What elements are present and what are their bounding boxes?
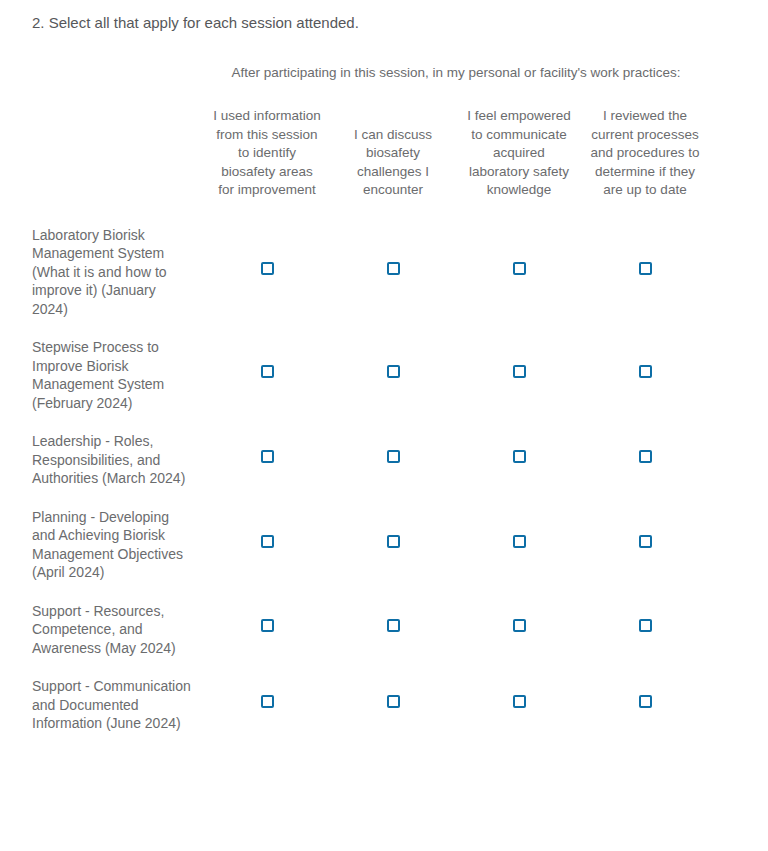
checkbox-r6-c3[interactable] <box>513 695 526 708</box>
row-label-1: Laboratory Biorisk Management System (Wh… <box>32 226 204 339</box>
checkbox-r6-c4[interactable] <box>639 695 652 708</box>
table-row: Stepwise Process to Improve Biorisk Mana… <box>32 338 708 432</box>
question-title: 2. Select all that apply for each sessio… <box>32 13 736 33</box>
checkbox-r1-c4[interactable] <box>639 262 652 275</box>
group-header: After participating in this session, in … <box>204 63 708 82</box>
checkbox-r4-c4[interactable] <box>639 535 652 548</box>
checkbox-r6-c2[interactable] <box>387 695 400 708</box>
column-header-3: I feel empowered to communicate acquired… <box>456 82 582 226</box>
row-label-6: Support - Communication and Documented I… <box>32 677 204 753</box>
checkbox-r3-c3[interactable] <box>513 450 526 463</box>
checkbox-r2-c3[interactable] <box>513 365 526 378</box>
header-spacer <box>32 82 204 226</box>
group-header-row: After participating in this session, in … <box>32 63 708 82</box>
checkbox-matrix: After participating in this session, in … <box>32 63 708 753</box>
row-label-3: Leadership - Roles, Responsibilities, an… <box>32 432 204 508</box>
checkbox-r1-c3[interactable] <box>513 262 526 275</box>
table-row: Laboratory Biorisk Management System (Wh… <box>32 226 708 339</box>
checkbox-r5-c3[interactable] <box>513 619 526 632</box>
checkbox-r6-c1[interactable] <box>261 695 274 708</box>
header-spacer <box>32 63 204 82</box>
checkbox-r3-c2[interactable] <box>387 450 400 463</box>
checkbox-r2-c2[interactable] <box>387 365 400 378</box>
table-row: Planning - Developing and Achieving Bior… <box>32 508 708 602</box>
table-row: Support - Communication and Documented I… <box>32 677 708 753</box>
checkbox-r1-c1[interactable] <box>261 262 274 275</box>
column-header-row: I used information from this session to … <box>32 82 708 226</box>
checkbox-r4-c2[interactable] <box>387 535 400 548</box>
row-label-5: Support - Resources, Competence, and Awa… <box>32 602 204 678</box>
column-header-2: I can discuss biosafety challenges I enc… <box>330 82 456 226</box>
table-row: Support - Resources, Competence, and Awa… <box>32 602 708 678</box>
survey-question: 2. Select all that apply for each sessio… <box>0 0 768 753</box>
checkbox-r5-c2[interactable] <box>387 619 400 632</box>
checkbox-r4-c1[interactable] <box>261 535 274 548</box>
checkbox-r3-c4[interactable] <box>639 450 652 463</box>
row-label-2: Stepwise Process to Improve Biorisk Mana… <box>32 338 204 432</box>
row-label-4: Planning - Developing and Achieving Bior… <box>32 508 204 602</box>
checkbox-r5-c4[interactable] <box>639 619 652 632</box>
checkbox-r2-c1[interactable] <box>261 365 274 378</box>
checkbox-r3-c1[interactable] <box>261 450 274 463</box>
column-header-4: I reviewed the current processes and pro… <box>582 82 708 226</box>
checkbox-r5-c1[interactable] <box>261 619 274 632</box>
checkbox-r4-c3[interactable] <box>513 535 526 548</box>
table-row: Leadership - Roles, Responsibilities, an… <box>32 432 708 508</box>
column-header-1: I used information from this session to … <box>204 82 330 226</box>
checkbox-r2-c4[interactable] <box>639 365 652 378</box>
checkbox-r1-c2[interactable] <box>387 262 400 275</box>
